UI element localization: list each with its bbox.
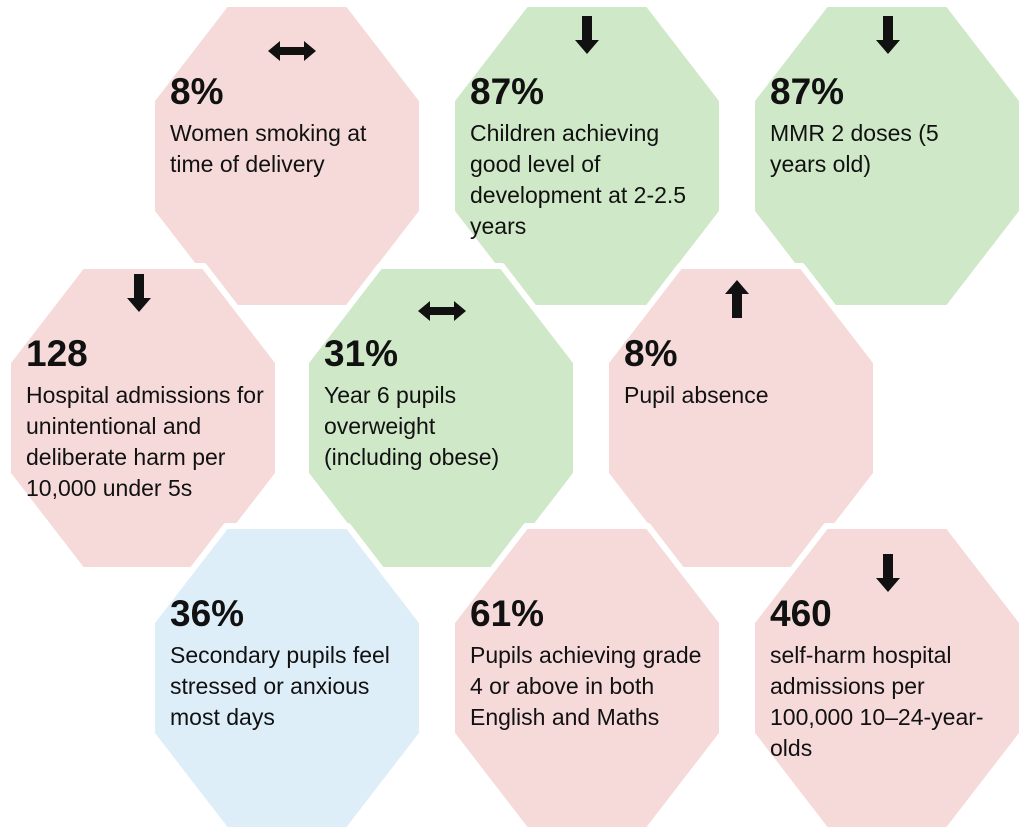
hex-tile: 460 self-harm hospital admissions per 10… <box>748 522 1024 834</box>
arrow-down-icon <box>876 554 900 592</box>
hexagon-shape <box>449 523 725 833</box>
hex-tile: 8% Pupil absence <box>602 262 880 574</box>
arrow-up-icon <box>725 280 749 318</box>
hex-tile: 128 Hospital admissions for unintentiona… <box>4 262 282 574</box>
indicator-value: 8% <box>624 333 678 374</box>
indicator-value: 128 <box>26 333 88 374</box>
arrow-down-icon <box>575 16 599 54</box>
stable-icon <box>268 40 316 62</box>
indicator-value: 36% <box>170 593 245 634</box>
indicator-label: Pupil absence <box>624 382 769 408</box>
hex-tile: 36% Secondary pupils feel stressed or an… <box>148 522 426 834</box>
indicator-value: 31% <box>324 333 399 374</box>
indicator-label: self-harm hospital admissions per 100,00… <box>770 642 984 761</box>
indicator-value: 8% <box>170 71 224 112</box>
indicator-label: MMR 2 doses (5 years old) <box>770 120 939 177</box>
indicator-label: Children achieving good level of develop… <box>470 120 687 239</box>
indicator-label: Hospital admissions for unintentional an… <box>26 382 264 501</box>
hex-tile: 61% Pupils achieving grade 4 or above in… <box>448 522 726 834</box>
hex-tile: 87% MMR 2 doses (5 years old) <box>748 0 1024 312</box>
hexagon-shape <box>749 523 1024 833</box>
indicator-value: 460 <box>770 593 832 634</box>
indicator-label: Women smoking at time of delivery <box>170 120 367 177</box>
hexagon-shape <box>149 523 425 833</box>
arrow-down-icon <box>876 16 900 54</box>
indicator-value: 87% <box>770 71 845 112</box>
hex-tile: 31% Year 6 pupils overweight (including … <box>302 262 580 574</box>
indicator-label: Secondary pupils feel stressed or anxiou… <box>170 642 390 730</box>
hexagon-shape <box>749 1 1024 311</box>
indicator-value: 87% <box>470 71 545 112</box>
indicator-label: Pupils achieving grade 4 or above in bot… <box>470 642 702 730</box>
indicator-label: Year 6 pupils overweight (including obes… <box>324 382 500 470</box>
arrow-down-icon <box>127 274 151 312</box>
indicator-value: 61% <box>470 593 545 634</box>
stable-icon <box>418 300 466 322</box>
